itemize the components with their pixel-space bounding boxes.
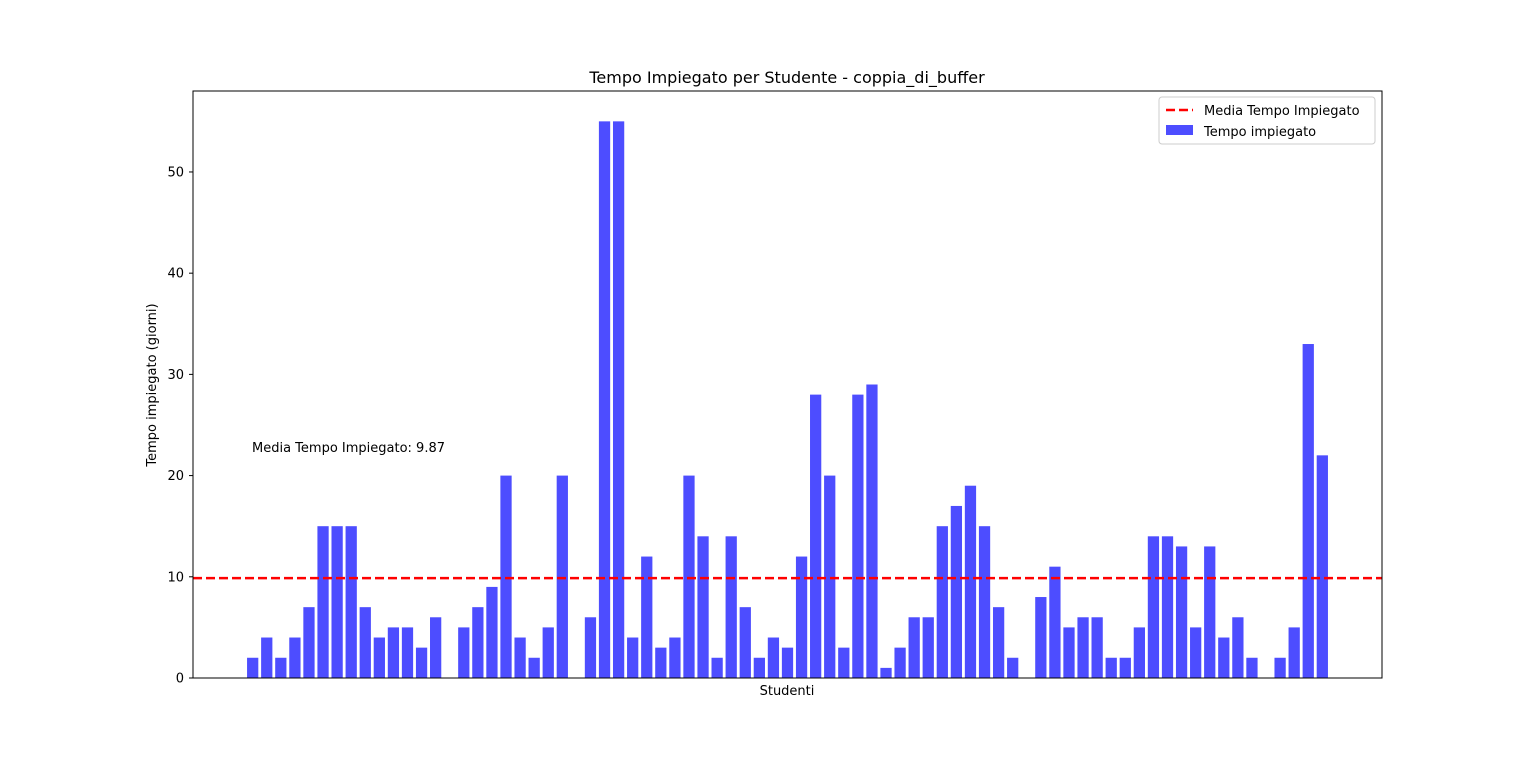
bar-23 [556,475,568,678]
y-tick-label: 50 [167,165,184,180]
bar-66 [1161,536,1174,678]
bar-37 [753,657,765,678]
bar-62 [1105,657,1117,678]
bar-17 [472,607,484,678]
bar-30 [655,647,667,678]
y-tick-label: 10 [167,570,184,585]
bar-71 [1232,617,1244,678]
bar-50 [936,526,948,678]
bar-4 [289,637,301,678]
bar-61 [1091,617,1103,678]
bar-43 [838,647,850,678]
bar-72 [1246,657,1258,678]
bar-42 [824,475,836,678]
bar-65 [1147,536,1160,678]
bar-35 [725,536,737,678]
bar-49 [922,617,934,678]
bar-25 [584,617,597,678]
bar-48 [908,617,920,678]
bar-13 [415,647,428,678]
bar-46 [880,667,892,678]
bar-32 [683,475,695,678]
bar-27 [612,121,625,679]
bar-77 [1316,455,1328,678]
bar-53 [978,526,991,678]
bar-51 [950,505,963,678]
bar-39 [781,647,794,678]
legend: Media Tempo Impiegato Tempo impiegato [1158,96,1376,145]
bar-8 [345,526,357,678]
bar-69 [1204,546,1216,678]
bar-55 [1007,657,1019,678]
bar-10 [373,637,385,678]
bar-26 [598,121,611,679]
legend-bar-swatch [1166,125,1193,135]
bar-2 [261,637,273,678]
bar-60 [1077,617,1089,678]
bar-59 [1063,627,1075,678]
bar-28 [627,637,639,678]
bar-63 [1119,657,1131,678]
bar-29 [641,556,653,678]
bar-21 [528,657,540,678]
bar-70 [1218,637,1230,678]
bar-19 [500,475,512,678]
bar-12 [401,627,414,678]
bar-67 [1175,546,1188,678]
x-axis-label: Studenti [760,684,815,699]
bar-7 [331,526,343,678]
bar-54 [992,607,1005,678]
bar-52 [964,485,977,678]
bar-41 [810,394,822,678]
bar-34 [711,657,723,678]
bars-group [247,121,1328,679]
bar-74 [1274,657,1286,678]
bar-75 [1288,627,1300,678]
bar-57 [1035,597,1047,678]
bar-1 [247,657,259,678]
bar-5 [303,607,315,678]
bar-11 [387,627,400,678]
legend-box [1158,96,1376,145]
bar-6 [317,526,329,678]
bar-38 [767,637,780,678]
bar-58 [1049,566,1061,678]
bar-76 [1302,344,1314,678]
bar-40 [795,556,808,678]
bar-22 [542,627,554,678]
bar-47 [894,647,906,678]
bar-20 [514,637,526,678]
bar-33 [697,536,709,678]
bar-45 [866,384,878,678]
bar-64 [1133,627,1145,678]
y-axis-label: Tempo impiegato (giorni) [145,303,160,467]
bar-9 [359,607,371,678]
bar-44 [852,394,864,678]
mean-annotation: Media Tempo Impiegato: 9.87 [252,441,445,456]
bar-31 [669,637,681,678]
bar-68 [1190,627,1202,678]
bar-36 [739,607,751,678]
legend-mean-label: Media Tempo Impiegato [1204,104,1360,119]
y-tick-label: 30 [167,368,184,383]
plot-frame [192,90,1383,679]
y-axis: 0 10 20 30 40 50 [167,165,193,687]
bar-14 [430,617,442,678]
bar-16 [458,627,470,678]
y-tick-label: 40 [167,267,184,282]
y-tick-label: 0 [176,672,184,687]
legend-bar-label: Tempo impiegato [1203,125,1316,140]
bar-18 [486,586,498,678]
bar-3 [275,657,287,678]
chart-title: Tempo Impiegato per Studente - coppia_di… [588,68,985,88]
y-tick-label: 20 [167,469,184,484]
